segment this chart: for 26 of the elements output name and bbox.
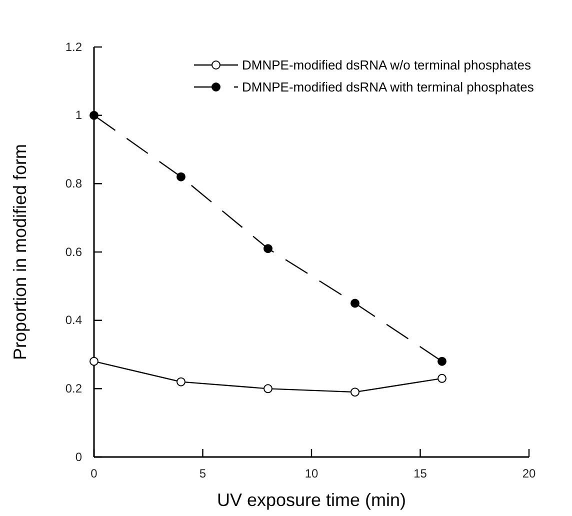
y-tick-label: 0.4	[65, 313, 82, 328]
x-tick-label: 20	[522, 466, 536, 481]
point	[350, 388, 360, 397]
x-tick-label: 10	[304, 466, 318, 481]
y-tick-label: 1.2	[65, 40, 82, 54]
point	[264, 244, 272, 254]
point	[350, 298, 360, 308]
y-tick-label: 0.8	[65, 176, 82, 191]
x-tick-label: 15	[414, 466, 428, 481]
x-tick-label: 5	[199, 466, 206, 481]
x-tick-label: 0	[90, 466, 98, 481]
y-tick-label: 0.2	[65, 382, 82, 396]
point	[438, 374, 446, 383]
point	[176, 377, 186, 386]
y-axis-title: Proportion in modified form	[10, 144, 30, 360]
legend-label: DMNPE-modified dsRNA with terminal phosphates	[242, 80, 534, 94]
point	[90, 110, 98, 120]
point	[264, 384, 272, 394]
x-axis-title: UV exposure time (min)	[216, 490, 406, 510]
y-tick-label: 0.6	[65, 244, 82, 259]
y-tick-label: 0	[75, 450, 82, 464]
y-tick-label: 1	[75, 108, 82, 122]
point	[176, 172, 186, 182]
point	[438, 356, 446, 366]
legend-label: DMNPE-modified dsRNA w/o terminal phosphates	[242, 58, 532, 72]
point	[90, 356, 98, 366]
